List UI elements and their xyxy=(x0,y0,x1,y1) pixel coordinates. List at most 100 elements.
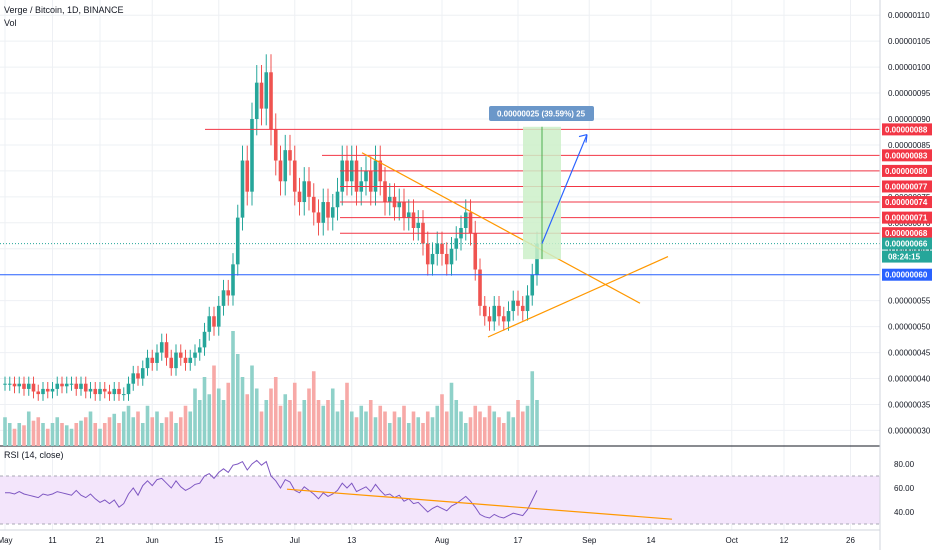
price-tick-label: 0.00000030 xyxy=(888,426,931,435)
candle-body xyxy=(188,357,193,363)
volume-bar xyxy=(535,400,539,446)
price-badge xyxy=(882,196,932,209)
candle-body xyxy=(497,305,501,317)
volume-bar xyxy=(150,417,155,446)
candle-body xyxy=(326,202,330,218)
price-tick-label: 0.00000055 xyxy=(888,297,931,306)
time-tick-label: Aug xyxy=(435,536,449,545)
candle-body xyxy=(216,305,221,327)
price-badge xyxy=(882,123,932,136)
volume-bar xyxy=(259,411,264,446)
rsi-band xyxy=(0,476,880,524)
candle-body xyxy=(278,160,283,182)
volume-bar xyxy=(102,423,107,446)
time-tick-label: 17 xyxy=(514,536,523,545)
volume-bar xyxy=(231,331,235,446)
candle-body xyxy=(525,295,530,312)
volume-bar xyxy=(288,400,292,446)
volume-bar xyxy=(126,405,131,446)
candle-body xyxy=(435,243,440,254)
candle-body xyxy=(240,160,245,218)
candle-body xyxy=(387,196,392,203)
volume-bar xyxy=(60,423,64,446)
candle-body xyxy=(193,352,197,358)
price-tick-label: 0.00000090 xyxy=(888,115,931,124)
volume-bar xyxy=(402,405,406,446)
volume-bar xyxy=(12,428,17,446)
candle-body xyxy=(50,388,55,392)
candle-body xyxy=(112,388,117,395)
volume-bar xyxy=(202,377,207,446)
candle-body xyxy=(473,233,478,270)
candle-body xyxy=(307,181,311,197)
volume-bar xyxy=(178,417,183,446)
price-badge-label: 0.00000080 xyxy=(885,167,928,176)
volume-bar xyxy=(520,411,525,446)
price-badge xyxy=(882,211,932,224)
candle-body xyxy=(155,352,159,363)
volume-bar xyxy=(449,382,454,446)
candle-body xyxy=(506,311,511,322)
rsi-legend[interactable]: RSI (14, close) xyxy=(4,450,64,460)
candle-body xyxy=(117,388,121,395)
volume-bar xyxy=(459,411,463,446)
candle-body xyxy=(88,388,93,392)
candle-body xyxy=(126,383,131,395)
volume-bar xyxy=(131,417,136,446)
volume-bar xyxy=(497,417,501,446)
volume-bar xyxy=(36,417,41,446)
candle-body xyxy=(150,357,155,363)
candle-body xyxy=(69,383,74,385)
rsi-tick-label: 60.00 xyxy=(894,484,915,493)
price-badges: 0.00000088 0.00000083 0.00000080 0.00000077… xyxy=(882,123,932,281)
volume-bar xyxy=(383,411,387,446)
volume-bar xyxy=(364,411,368,446)
volume-bar xyxy=(444,411,449,446)
volume-bar xyxy=(330,388,335,446)
time-tick-label: Sep xyxy=(582,536,597,545)
volume-bar xyxy=(278,405,283,446)
volume-bar xyxy=(183,405,188,446)
candle-body xyxy=(235,217,240,265)
volume-bar xyxy=(297,411,302,446)
volume-bar xyxy=(112,413,117,446)
candle-body xyxy=(31,383,36,392)
volume-bar xyxy=(107,417,112,446)
time-tick-label: Oct xyxy=(726,536,739,545)
volume-legend[interactable]: Vol xyxy=(4,18,17,28)
volume-bar xyxy=(117,423,121,446)
price-tick-label: 0.00000095 xyxy=(888,89,931,98)
volume-bar xyxy=(174,423,178,446)
volume-bar xyxy=(235,354,240,446)
candle-body xyxy=(107,391,112,395)
candle-body xyxy=(383,181,387,203)
volume-bar xyxy=(525,405,530,446)
candle-body xyxy=(3,383,7,385)
rsi-panel xyxy=(0,459,880,525)
volume-bar xyxy=(31,420,36,446)
time-tick-label: Jun xyxy=(146,536,159,545)
volume-bar xyxy=(136,411,140,446)
candle-body xyxy=(131,373,136,384)
volume-bar xyxy=(98,428,102,446)
volume-bar xyxy=(79,420,83,446)
volume-bar xyxy=(197,400,202,446)
candle-body xyxy=(178,352,183,358)
volume-bar xyxy=(349,411,354,446)
volume-bar xyxy=(207,394,212,446)
price-tick-label: 0.00000050 xyxy=(888,323,931,332)
price-badge-label: 0.00000074 xyxy=(885,198,928,207)
volume-bar xyxy=(425,411,430,446)
candle-body xyxy=(202,331,207,348)
volume-bar xyxy=(140,423,145,446)
candle-body xyxy=(79,383,83,389)
volume-bar xyxy=(321,405,326,446)
candle-body xyxy=(226,290,231,296)
volume-bar xyxy=(250,365,254,446)
rsi-tick-label: 40.00 xyxy=(894,508,915,517)
symbol-title[interactable]: Verge / Bitcoin, 1D, BINANCE xyxy=(4,5,124,15)
volume-bar xyxy=(69,428,74,446)
candle-body xyxy=(402,202,406,218)
volume-bar xyxy=(254,388,259,446)
